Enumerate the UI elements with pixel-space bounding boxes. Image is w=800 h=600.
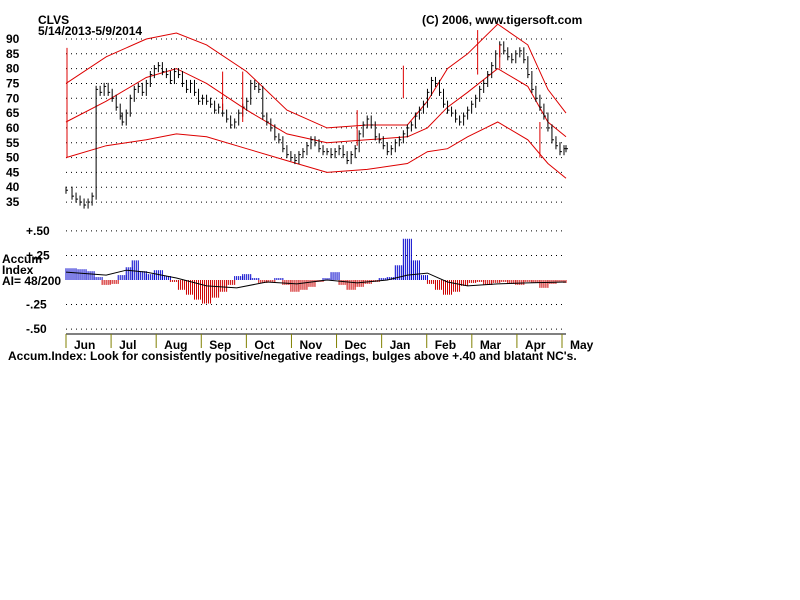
month-label: May: [570, 338, 594, 352]
upper-band-line: [65, 23, 567, 129]
chart-ticker: CLVS: [38, 13, 70, 27]
price-y-tick-label: 65: [6, 106, 20, 120]
price-y-tick-label: 45: [6, 165, 20, 179]
price-series: [65, 41, 568, 209]
footer-note: Accum.Index: Look for consistently posit…: [8, 349, 577, 363]
month-label: Jun: [74, 338, 95, 352]
indicator-label-index: Index: [2, 263, 34, 277]
price-y-tick-label: 35: [6, 195, 20, 209]
ai-y-tick-label: -.50: [26, 322, 47, 336]
month-label: Dec: [345, 338, 367, 352]
month-label: Feb: [435, 338, 456, 352]
indicator-label-accum: Accum: [2, 252, 43, 266]
month-label: Nov: [299, 338, 322, 352]
price-y-tick-label: 75: [6, 76, 20, 90]
indicator-label-ai: AI= 48/200: [2, 274, 62, 288]
ai-y-tick-label: -.25: [26, 298, 47, 312]
price-y-tick-label: 50: [6, 151, 20, 165]
ai-y-tick-label: +.25: [26, 248, 50, 262]
copyright-text: (C) 2006, www.tigersoft.com: [422, 13, 583, 27]
price-y-tick-label: 80: [6, 62, 20, 76]
middle-band-line: [65, 67, 567, 144]
month-label: Sep: [209, 338, 231, 352]
ai-y-tick-label: +.50: [26, 224, 50, 238]
price-y-tick-label: 60: [6, 121, 20, 135]
price-y-tick-label: 40: [6, 180, 20, 194]
month-label: Aug: [164, 338, 187, 352]
price-y-tick-label: 70: [6, 91, 20, 105]
price-y-tick-label: 90: [6, 32, 20, 46]
price-y-tick-label: 55: [6, 136, 20, 150]
ai-moving-average: [65, 269, 567, 289]
lower-band-line: [65, 121, 567, 179]
month-label: Oct: [254, 338, 274, 352]
month-label: Apr: [525, 338, 546, 352]
month-label: Jan: [390, 338, 411, 352]
price-y-tick-label: 85: [6, 47, 20, 61]
month-label: Mar: [480, 338, 502, 352]
month-label: Jul: [119, 338, 136, 352]
chart-date-range: 5/14/2013-5/9/2014: [38, 24, 143, 38]
